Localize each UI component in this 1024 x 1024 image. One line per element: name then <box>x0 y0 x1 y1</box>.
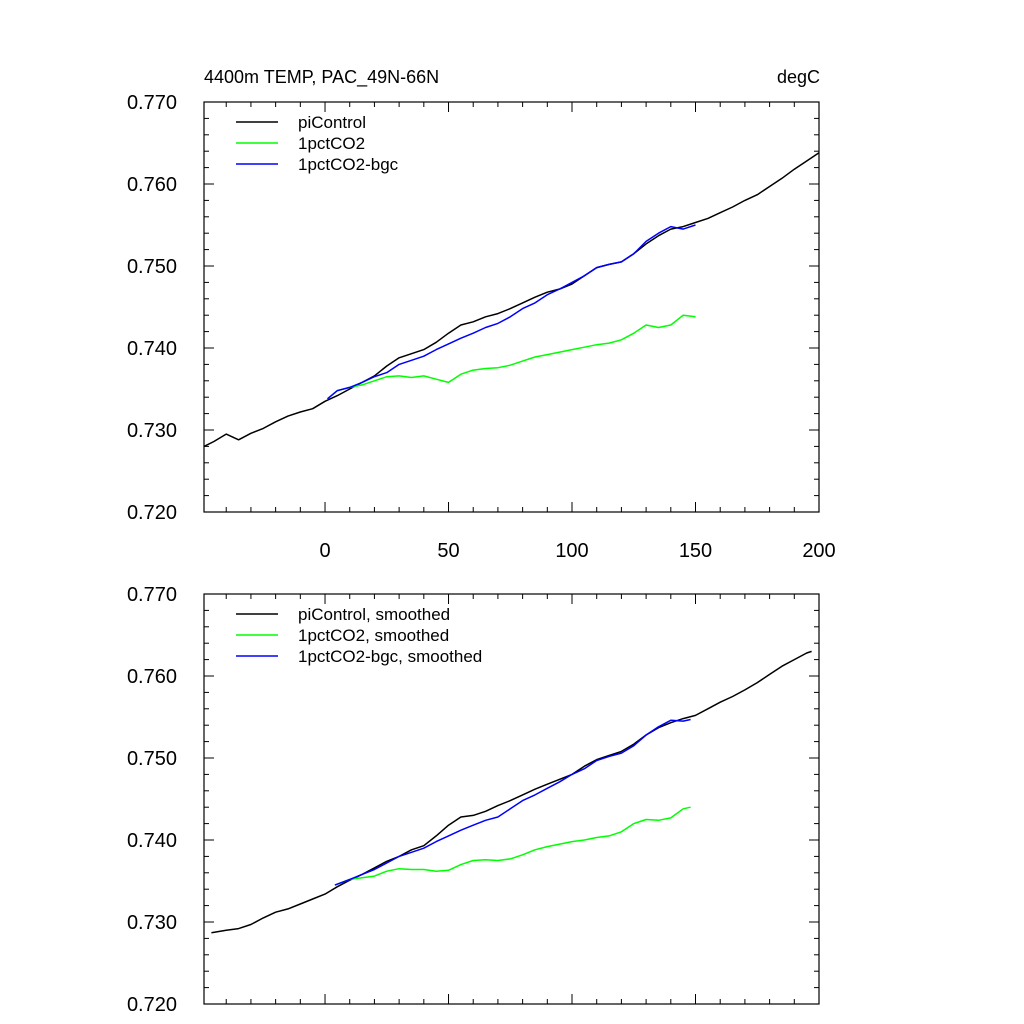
y-tick-label: 0.730 <box>127 420 177 442</box>
y-tick-label: 0.730 <box>127 912 177 934</box>
legend-label: piControl <box>298 113 366 132</box>
y-tick-label: 0.770 <box>127 92 177 114</box>
y-tick-label: 0.750 <box>127 256 177 278</box>
y-tick-label: 0.760 <box>127 666 177 688</box>
legend: piControl, smoothed 1pctCO2, smoothed 1pct… <box>236 605 482 666</box>
plot-frame <box>203 593 820 1005</box>
legend: piControl 1pctCO2 1pctCO2-bgc <box>236 113 399 174</box>
y-tick-label: 0.760 <box>127 174 177 196</box>
plot-frame <box>203 101 820 513</box>
legend-label: 1pctCO2-bgc <box>298 155 399 174</box>
series-line-1pctco2-smoothed <box>334 806 691 886</box>
series-line-1pctco2-bgc-smoothed <box>334 718 691 886</box>
axis-ticks <box>204 101 820 513</box>
plot-area <box>211 650 812 934</box>
y-tick-label: 0.770 <box>127 584 177 606</box>
x-tick-label: 50 <box>437 540 459 562</box>
legend-label: piControl, smoothed <box>298 605 450 624</box>
x-tick-labels: 0 50 100 150 200 <box>319 540 835 562</box>
legend-label: 1pctCO2 <box>298 134 365 153</box>
x-tick-label: 100 <box>555 540 588 562</box>
series-line-picontrol <box>203 152 820 448</box>
panel-top: 4400m TEMP, PAC_49N-66N degC 0.7200.7300… <box>127 67 836 562</box>
axis-ticks <box>204 593 820 1005</box>
series-line-picontrol-smoothed <box>211 650 812 934</box>
y-tick-label: 0.720 <box>127 994 177 1016</box>
series-line-1pctco2-bgc <box>327 224 696 400</box>
plot-area <box>203 152 820 448</box>
legend-label: 1pctCO2, smoothed <box>298 626 449 645</box>
legend-label: 1pctCO2-bgc, smoothed <box>298 647 482 666</box>
panel-bottom: 0.720 0.730 0.740 0.750 0.760 0.770 piControl… <box>127 584 820 1016</box>
series-line-1pctco2 <box>327 314 696 400</box>
chart-title: 4400m TEMP, PAC_49N-66N <box>204 67 439 88</box>
y-tick-label: 0.720 <box>127 502 177 524</box>
x-tick-label: 200 <box>802 540 835 562</box>
x-tick-label: 150 <box>679 540 712 562</box>
units-label: degC <box>777 67 820 87</box>
x-tick-label: 0 <box>319 540 330 562</box>
y-tick-label: 0.750 <box>127 748 177 770</box>
y-tick-label: 0.740 <box>127 830 177 852</box>
y-tick-label: 0.740 <box>127 338 177 360</box>
y-tick-labels: 0.720 0.730 0.740 0.750 0.760 0.770 <box>127 584 177 1016</box>
y-tick-labels: 0.720 0.730 0.740 0.750 0.760 0.770 <box>127 92 177 524</box>
